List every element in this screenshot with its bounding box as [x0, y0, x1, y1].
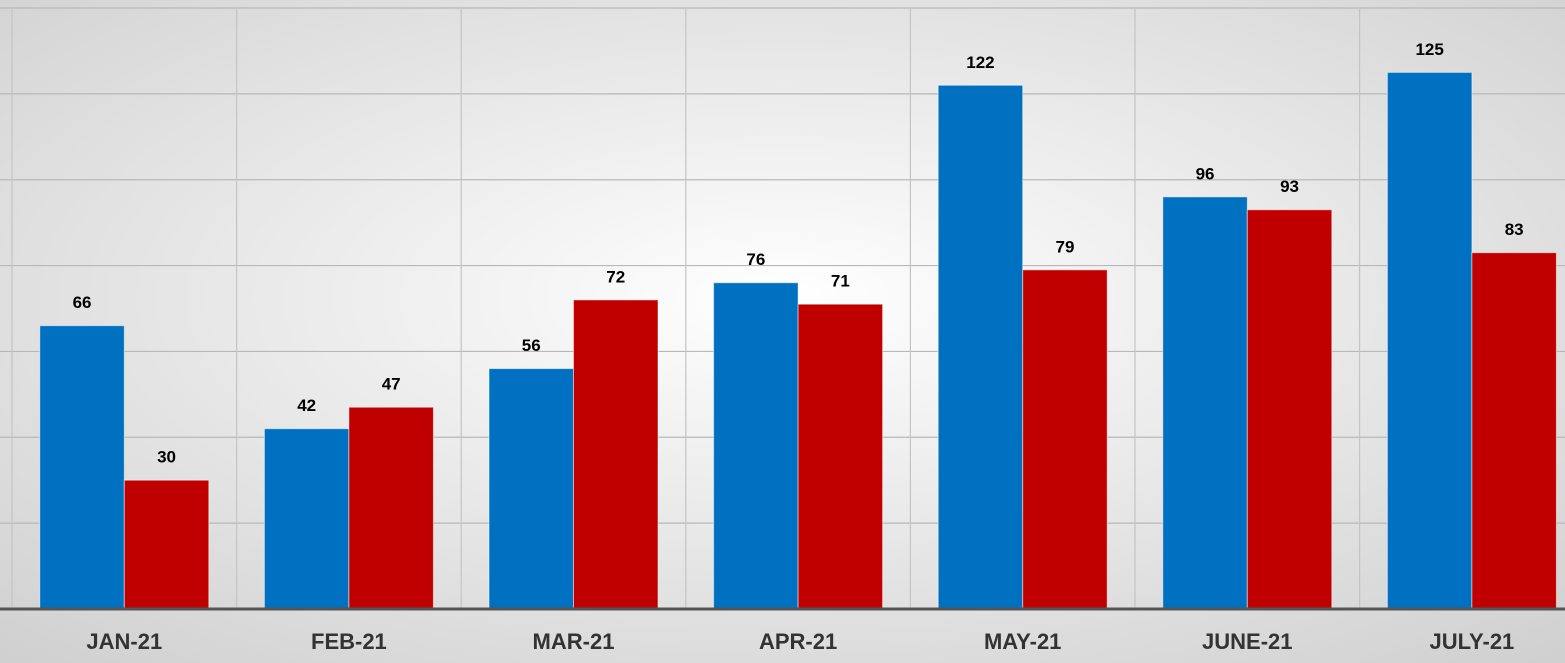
- value-label: 47: [382, 375, 401, 394]
- value-label: 66: [73, 293, 92, 312]
- value-label: 71: [831, 272, 850, 291]
- value-label: 93: [1280, 177, 1299, 196]
- value-label: 56: [522, 336, 541, 355]
- value-label: 83: [1505, 220, 1524, 239]
- value-label: 96: [1196, 164, 1215, 183]
- value-label: 125: [1415, 40, 1443, 59]
- bar: [123, 479, 210, 610]
- x-tick-label: JAN-21: [86, 629, 162, 654]
- bar: [1246, 209, 1333, 610]
- bar: [1471, 252, 1557, 610]
- x-tick-label: MAY-21: [984, 629, 1061, 654]
- bar: [263, 428, 350, 610]
- value-label: 122: [966, 53, 994, 72]
- bar: [1022, 269, 1108, 610]
- value-label: 42: [297, 396, 316, 415]
- x-tick-label: JULY-21: [1429, 629, 1514, 654]
- bar: [39, 325, 125, 610]
- x-tick-label: APR-21: [759, 629, 837, 654]
- bar: [797, 303, 884, 610]
- value-label: 79: [1055, 237, 1074, 256]
- bar: [348, 406, 434, 610]
- bar: [1162, 196, 1248, 610]
- value-label: 76: [746, 250, 765, 269]
- bar: [1386, 71, 1473, 610]
- value-label: 72: [606, 267, 625, 286]
- bar: [573, 299, 659, 610]
- bar: [488, 368, 574, 610]
- x-tick-label: FEB-21: [311, 629, 387, 654]
- bar: [937, 84, 1024, 610]
- x-tick-label: JUNE-21: [1202, 629, 1292, 654]
- bar: [713, 282, 799, 610]
- x-tick-label: MAR-21: [533, 629, 615, 654]
- value-label: 30: [157, 448, 176, 467]
